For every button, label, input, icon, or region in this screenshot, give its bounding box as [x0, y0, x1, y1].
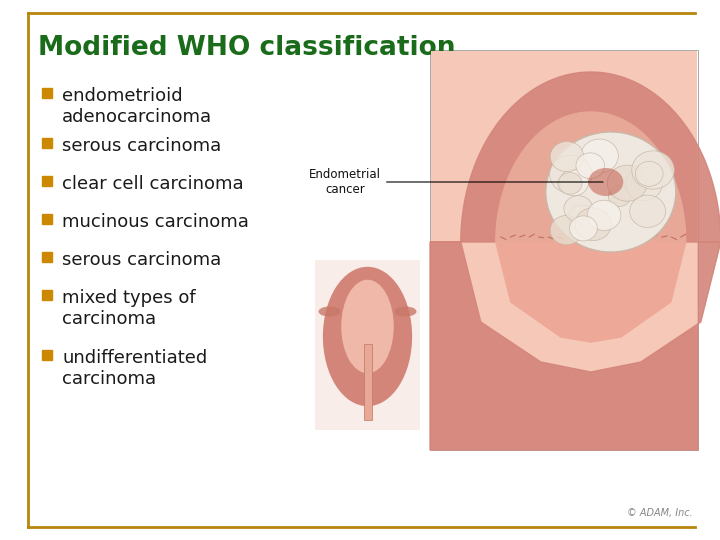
Ellipse shape: [631, 151, 675, 189]
Bar: [42, 252, 52, 262]
Bar: [42, 138, 52, 148]
Bar: [430, 50, 698, 450]
Ellipse shape: [569, 205, 596, 229]
Bar: [364, 343, 372, 420]
Ellipse shape: [550, 141, 584, 172]
Text: undifferentiated
carcinoma: undifferentiated carcinoma: [62, 349, 207, 388]
Ellipse shape: [323, 267, 412, 406]
Ellipse shape: [549, 155, 592, 193]
Ellipse shape: [630, 195, 665, 227]
Bar: [42, 214, 52, 224]
Ellipse shape: [608, 186, 631, 206]
Ellipse shape: [581, 139, 618, 173]
Polygon shape: [496, 112, 685, 242]
Text: Modified WHO classification: Modified WHO classification: [38, 35, 456, 61]
Bar: [431, 51, 697, 449]
Text: serous carcinoma: serous carcinoma: [62, 137, 221, 155]
Ellipse shape: [564, 195, 593, 221]
Ellipse shape: [341, 280, 394, 373]
Text: serous carcinoma: serous carcinoma: [62, 251, 221, 269]
Bar: [315, 260, 420, 430]
Ellipse shape: [395, 307, 416, 316]
Ellipse shape: [635, 161, 663, 186]
Text: mixed types of
carcinoma: mixed types of carcinoma: [62, 289, 196, 328]
Polygon shape: [430, 242, 720, 450]
Ellipse shape: [559, 170, 588, 195]
Ellipse shape: [575, 208, 611, 241]
Ellipse shape: [570, 216, 598, 241]
Text: mucinous carcinoma: mucinous carcinoma: [62, 213, 249, 231]
Ellipse shape: [588, 200, 621, 231]
Ellipse shape: [550, 215, 582, 245]
Ellipse shape: [576, 153, 605, 179]
Ellipse shape: [318, 307, 341, 316]
Text: clear cell carcinoma: clear cell carcinoma: [62, 175, 243, 193]
Text: endometrioid
adenocarcinoma: endometrioid adenocarcinoma: [62, 87, 212, 126]
Ellipse shape: [588, 168, 624, 196]
Bar: [42, 290, 52, 300]
Bar: [42, 176, 52, 186]
Bar: [42, 350, 52, 360]
Ellipse shape: [607, 165, 647, 201]
Text: Endometrial
cancer: Endometrial cancer: [309, 168, 603, 196]
Bar: [42, 88, 52, 98]
Ellipse shape: [558, 173, 582, 194]
Ellipse shape: [546, 132, 676, 252]
Ellipse shape: [625, 167, 662, 200]
Polygon shape: [430, 72, 720, 242]
Polygon shape: [496, 242, 685, 342]
Text: © ADAM, Inc.: © ADAM, Inc.: [627, 508, 693, 518]
